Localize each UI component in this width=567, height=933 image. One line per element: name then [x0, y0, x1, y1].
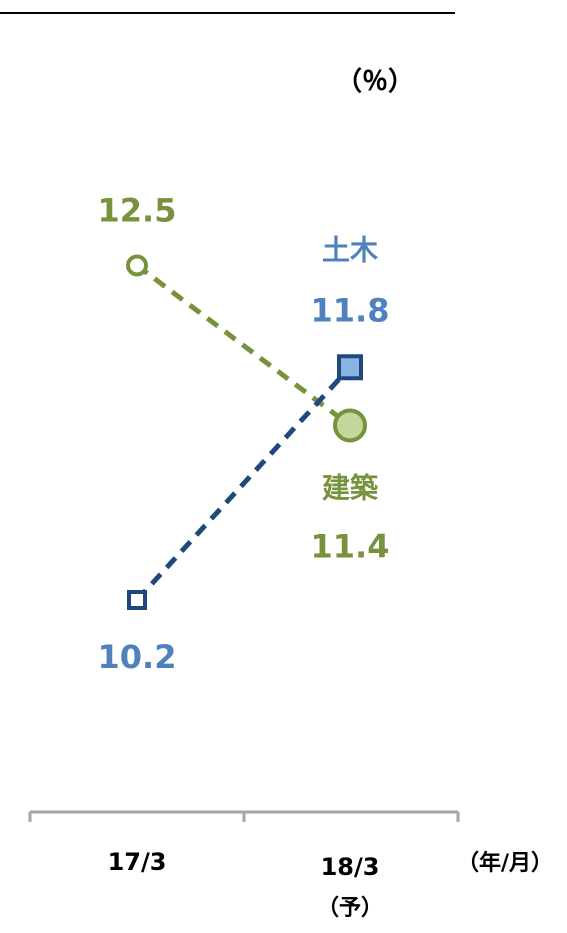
x-tick-labels: 17/3 18/3 （予） — [108, 848, 383, 921]
data-point — [337, 354, 363, 381]
data-point — [127, 590, 147, 610]
x-tick-label: 17/3 — [108, 848, 167, 876]
x-axis — [28, 810, 460, 822]
unit-label: （％） — [336, 67, 414, 97]
data-point — [333, 408, 367, 443]
data-label: 11.4 — [311, 527, 390, 565]
data-label: 12.5 — [98, 191, 177, 229]
x-axis-unit-label: （年/月） — [457, 850, 553, 876]
series-line-kenchiku — [135, 263, 352, 428]
data-label: 11.8 — [311, 291, 390, 329]
series-name-label-doboku: 土木 — [322, 233, 378, 266]
series-markers — [126, 254, 367, 610]
x-tick-label: 18/3 — [321, 853, 380, 881]
x-tick-sublabel: （予） — [317, 896, 383, 921]
series-line-doboku — [135, 365, 352, 602]
value-labels: 12.5 11.4 10.2 11.8 — [98, 191, 390, 676]
series-lines — [135, 263, 352, 602]
data-point — [126, 254, 148, 277]
data-label: 10.2 — [98, 638, 177, 676]
series-name-label-kenchiku: 建築 — [322, 471, 379, 504]
